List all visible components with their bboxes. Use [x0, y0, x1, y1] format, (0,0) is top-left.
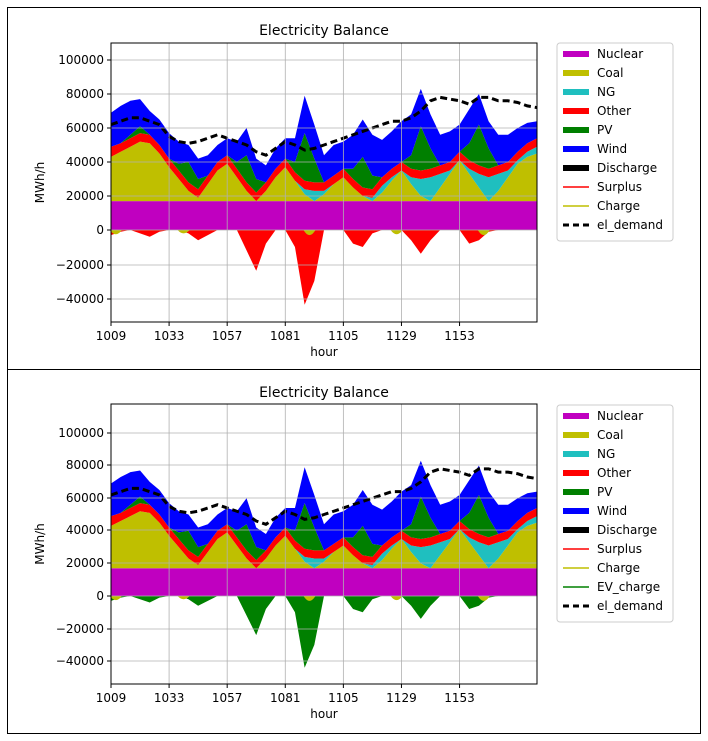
- legend-label-ng: NG: [597, 447, 615, 461]
- legend-label-charge: Charge: [597, 561, 640, 575]
- x-tick-label: 1129: [386, 329, 417, 343]
- y-axis-label: MWh/h: [33, 162, 47, 203]
- axes-border: [110, 42, 538, 323]
- y-tick-label: 20000: [66, 189, 104, 203]
- legend-label-pv: PV: [597, 123, 613, 137]
- plot-area: [111, 88, 537, 305]
- y-tick-label: 100000: [58, 426, 104, 440]
- legend-label-coal: Coal: [597, 428, 623, 442]
- area-other: [111, 133, 537, 202]
- panel-divider: [7, 369, 701, 370]
- y-tick-label: 40000: [66, 523, 104, 537]
- x-tick-label: 1057: [212, 329, 243, 343]
- legend-label-wind: Wind: [597, 142, 627, 156]
- chart-panel-2: 1009 1033 1057 1081 1105 1129 1153 −40000 −20000…: [33, 385, 674, 721]
- y-tick-label: 60000: [66, 491, 104, 505]
- area-charge: [111, 230, 122, 235]
- area-charge: [303, 230, 316, 236]
- x-tick-label: 1057: [212, 691, 243, 705]
- legend-label-other: Other: [597, 104, 631, 118]
- y-axis-label: MWh/h: [33, 523, 47, 564]
- figure-frame: [7, 7, 701, 734]
- y-tick-label: 0: [96, 223, 104, 237]
- area-charge: [390, 596, 403, 601]
- area-coal: [111, 511, 537, 569]
- line-el-demand: [111, 95, 537, 157]
- y-tick-label: 60000: [66, 121, 104, 135]
- chart-title: Electricity Balance: [259, 385, 389, 401]
- legend-label-nuclear: Nuclear: [597, 47, 643, 61]
- x-tick-label: 1105: [328, 329, 359, 343]
- legend-label-surplus: Surplus: [597, 180, 642, 194]
- y-tick-label: −40000: [56, 654, 104, 668]
- y-tick-label: 80000: [66, 87, 104, 101]
- area-charge: [477, 596, 490, 601]
- legend-label-nuclear: Nuclear: [597, 409, 643, 423]
- legend-label-wind: Wind: [597, 504, 627, 518]
- legend-label-other: Other: [597, 466, 631, 480]
- x-tick-label: 1153: [444, 691, 475, 705]
- x-tick-label: 1033: [154, 329, 185, 343]
- y-tick-label: 80000: [66, 458, 104, 472]
- x-tick-label: 1033: [154, 691, 185, 705]
- legend-label-charge: Charge: [597, 199, 640, 213]
- line-el-demand: [111, 467, 537, 526]
- y-tick-label: 40000: [66, 155, 104, 169]
- x-tick-label: 1153: [444, 329, 475, 343]
- y-tick-label: −20000: [56, 258, 104, 272]
- area-charge: [111, 596, 122, 601]
- chart-panel-1: 1009 1033 1057 1081 1105 1129 1153 −40000 −20000…: [33, 23, 674, 359]
- axes-border: [110, 403, 538, 685]
- x-tick-label: 1081: [270, 329, 301, 343]
- y-tick-label: 100000: [58, 53, 104, 67]
- legend-label-el-demand: el_demand: [597, 218, 663, 232]
- area-charge: [390, 230, 403, 235]
- legend-label-ng: NG: [597, 85, 615, 99]
- x-tick-label: 1009: [96, 329, 127, 343]
- area-charge: [303, 596, 316, 601]
- y-tick-label: 0: [96, 589, 104, 603]
- area-wind: [111, 460, 537, 551]
- x-axis-label: hour: [310, 345, 338, 359]
- area-ng: [111, 141, 537, 202]
- x-tick-label: 1081: [270, 691, 301, 705]
- area-wind: [111, 88, 537, 183]
- area-ev_charge: [111, 596, 537, 668]
- y-tick-label: −40000: [56, 292, 104, 306]
- area-charge: [177, 596, 190, 600]
- legend-label-discharge: Discharge: [597, 523, 657, 537]
- legend-label-coal: Coal: [597, 66, 623, 80]
- y-tick-label: 20000: [66, 556, 104, 570]
- area-charge: [177, 230, 190, 234]
- legend-label-discharge: Discharge: [597, 161, 657, 175]
- plot-area: [111, 460, 537, 668]
- area-other: [111, 503, 537, 569]
- legend-label-el-demand: el_demand: [597, 599, 663, 613]
- area-surplus: [111, 230, 537, 305]
- area-ng: [111, 511, 537, 569]
- y-tick-label: −20000: [56, 622, 104, 636]
- x-axis-label: hour: [310, 707, 338, 721]
- x-tick-label: 1105: [328, 691, 359, 705]
- area-coal: [111, 141, 537, 202]
- area-charge: [477, 230, 490, 236]
- legend-label-ev-charge: EV_charge: [597, 580, 660, 594]
- legend-label-pv: PV: [597, 485, 613, 499]
- x-tick-label: 1009: [96, 691, 127, 705]
- legend-label-surplus: Surplus: [597, 542, 642, 556]
- area-nuclear: [111, 568, 537, 596]
- area-nuclear: [111, 201, 537, 230]
- chart-title: Electricity Balance: [259, 23, 389, 39]
- x-tick-label: 1129: [386, 691, 417, 705]
